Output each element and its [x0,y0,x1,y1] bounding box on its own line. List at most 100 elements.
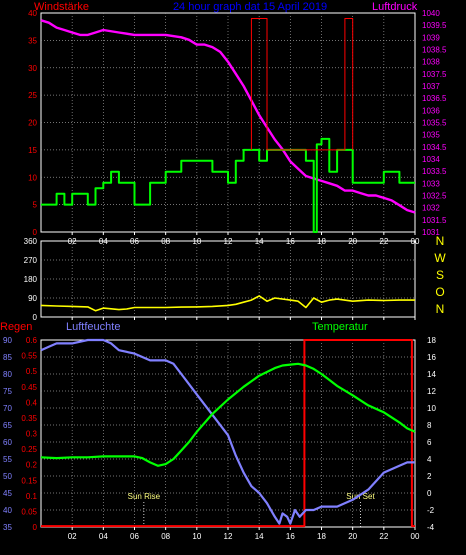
pressure-axis-tick-label: 1037.5 [422,70,447,79]
temperature-series-line [40,362,416,467]
wind-axis-tick-label: 5 [33,201,38,210]
rain-axis-tick-label: 0.25 [21,445,37,454]
wind-axis-tick-label: 15 [28,146,37,155]
rain-axis-tick-label: 0.5 [26,367,38,376]
temperature-axis-tick-label: 2 [427,472,432,481]
compass-label: N [436,234,445,248]
wind-axis-tick-label: 30 [28,64,37,73]
humidity-axis-title: Luftfeuchte [66,321,120,333]
pressure-axis-tick-label: 1040 [422,9,440,18]
wind-axis-tick-label: 20 [28,119,37,128]
temperature-axis-tick-label: 18 [427,336,436,345]
rain-axis-tick-label: 0.15 [21,476,37,485]
pressure-axis-tick-label: 1033.5 [422,167,447,176]
direction-series-line [40,295,415,312]
pressure-axis-tick-label: 1031.5 [422,216,447,225]
sun-marker-label: Sun Set [346,492,375,501]
rain-axis-tick-label: 0.1 [26,492,38,501]
rain-humidity-temp-xtick-label: 22 [379,532,388,541]
rain-axis-tick-label: 0.3 [26,430,38,439]
pressure-axis-tick-label: 1032.5 [422,192,447,201]
chart-date-title: 24 hour graph dat 15 April 2019 [173,1,327,13]
gust-series-line [250,18,354,151]
direction-axis-tick-label: 180 [24,275,38,284]
humidity-axis-tick-label: 90 [3,336,12,345]
humidity-axis-tick-label: 55 [3,455,12,464]
temperature-axis-tick-label: 12 [427,387,436,396]
compass-label: N [436,302,445,316]
temperature-axis-tick-label: -4 [427,523,435,532]
compass-label: S [436,268,444,282]
humidity-axis-tick-label: 50 [3,472,12,481]
temperature-axis-title: Temperatur [312,321,368,333]
pressure-axis-tick-label: 1033 [422,179,440,188]
wind-axis-tick-label: 35 [28,36,37,45]
rain-humidity-temp-xtick-label: 06 [130,532,139,541]
pressure-axis-tick-label: 1039 [422,33,440,42]
pressure-axis-tick-label: 1034 [422,155,440,164]
rain-axis-tick-label: 0.4 [26,398,38,407]
direction-axis-tick-label: 90 [28,294,37,303]
temperature-axis-tick-label: 14 [427,370,436,379]
temperature-axis-tick-label: 0 [427,489,432,498]
pressure-axis-tick-label: 1032 [422,204,440,213]
pressure-axis-tick-label: 1038.5 [422,46,447,55]
direction-axis-tick-label: 270 [24,256,38,265]
compass-label: W [434,251,446,265]
rain-axis-tick-label: 0.55 [21,352,37,361]
wind-axis-tick-label: 40 [28,9,37,18]
humidity-axis-tick-label: 85 [3,353,12,362]
rain-axis-tick-label: 0.2 [26,461,38,470]
wind-pressure-panel: 0 5 10 15 20 25 30 35 40 1031 1031.5 1032 1032.5 1033… [28,9,447,246]
compass-label: O [435,285,444,299]
rain-axis-tick-label: 0.6 [26,336,38,345]
temperature-axis-tick-label: 6 [427,438,432,447]
pressure-axis-tick-label: 1031 [422,228,440,237]
direction-axis-tick-label: 360 [24,237,38,246]
wind-series-line [41,137,415,233]
humidity-axis-tick-label: 40 [3,506,12,515]
pressure-axis-tick-label: 1035.5 [422,119,447,128]
rain-humidity-temp-xtick-label: 18 [317,532,326,541]
humidity-series-line [40,338,415,525]
temperature-axis-tick-label: 16 [427,353,436,362]
rain-axis-tick-label: 0.35 [21,414,37,423]
pressure-axis-title: Luftdruck [372,1,418,13]
humidity-axis-tick-label: 70 [3,404,12,413]
wind-axis-tick-label: 25 [28,91,37,100]
temperature-axis-tick-label: 8 [427,421,432,430]
pressure-series-line [40,19,416,214]
direction-axis-tick-label: 0 [33,313,38,322]
rain-humidity-temp-xtick-label: 14 [255,532,264,541]
rain-humidity-temp-xtick-label: 12 [224,532,233,541]
pressure-axis-tick-label: 1036 [422,106,440,115]
rain-humidity-temp-xtick-label: 04 [99,532,108,541]
humidity-axis-tick-label: 35 [3,523,12,532]
pressure-axis-tick-label: 1037 [422,82,440,91]
rain-humidity-temp-xtick-label: 20 [348,532,357,541]
temperature-axis-tick-label: -2 [427,506,435,515]
rain-humidity-temp-xtick-label: 00 [411,532,420,541]
sun-marker-label: Sun Rise [128,492,161,501]
rain-axis-tick-label: 0.45 [21,383,37,392]
temperature-axis-tick-label: 10 [427,404,436,413]
rain-humidity-temp-xtick-label: 02 [68,532,77,541]
pressure-axis-tick-label: 1038 [422,58,440,67]
rain-series-line [41,339,415,528]
pressure-axis-tick-label: 1034.5 [422,143,447,152]
rain-humidity-temp-xtick-label: 08 [161,532,170,541]
wind-axis-title: Windstärke [34,1,89,13]
humidity-axis-tick-label: 60 [3,438,12,447]
rain-humidity-temp-xtick-label: 16 [286,532,295,541]
humidity-axis-tick-label: 65 [3,421,12,430]
temperature-axis-tick-label: 4 [427,455,432,464]
pressure-axis-tick-label: 1035 [422,131,440,140]
wind-axis-tick-label: 0 [33,228,38,237]
rain-humidity-temp-xtick-label: 10 [192,532,201,541]
humidity-axis-tick-label: 45 [3,489,12,498]
wind-axis-tick-label: 10 [28,173,37,182]
rain-axis-title: Regen [0,321,32,333]
rain-axis-tick-label: 0.05 [21,507,37,516]
